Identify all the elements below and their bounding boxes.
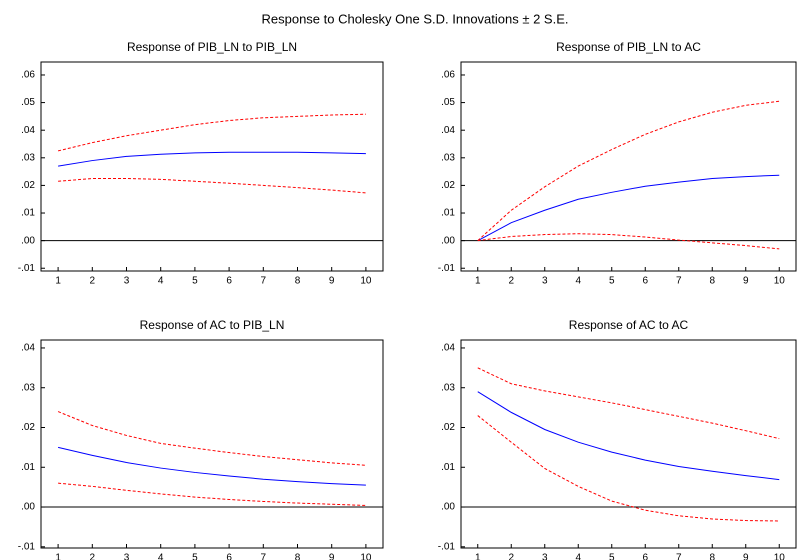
x-tick-label: 5 <box>609 553 615 560</box>
x-tick-label: 8 <box>709 276 715 287</box>
y-tick-label: .03 <box>21 152 35 163</box>
y-tick-label: .01 <box>21 208 35 219</box>
y-tick-label: .00 <box>441 235 455 246</box>
y-tick-label: .05 <box>21 97 35 108</box>
series-line <box>477 100 780 242</box>
x-tick-label: 2 <box>508 553 514 560</box>
y-tick-label: .00 <box>21 235 35 246</box>
y-tick-label: .02 <box>441 422 455 433</box>
x-tick-label: 9 <box>329 276 335 287</box>
x-tick-label: 5 <box>609 276 615 287</box>
y-tick-label: .06 <box>441 70 455 81</box>
y-tick-label: -.01 <box>18 541 36 552</box>
x-tick-label: 7 <box>676 276 682 287</box>
x-tick-label: 5 <box>192 553 198 560</box>
y-tick-label: .04 <box>21 343 35 354</box>
x-tick-label: 3 <box>124 276 130 287</box>
y-tick-label: .03 <box>441 382 455 393</box>
chart-title: Response of AC to PIB_LN <box>140 318 285 332</box>
x-tick-label: 1 <box>475 553 481 560</box>
series-line <box>58 482 366 506</box>
series-line <box>477 391 780 481</box>
series-line <box>58 178 366 194</box>
y-tick-label: .00 <box>441 502 455 513</box>
series-line <box>477 233 780 250</box>
y-tick-label: -.01 <box>438 541 456 552</box>
x-tick-label: 4 <box>575 553 581 560</box>
x-tick-label: 9 <box>743 276 749 287</box>
x-tick-label: 7 <box>261 276 267 287</box>
x-tick-label: 8 <box>295 276 301 287</box>
plot-frame <box>460 61 797 272</box>
series-line <box>57 446 366 486</box>
y-tick-label: .02 <box>441 180 455 191</box>
y-tick-label: .06 <box>21 70 35 81</box>
y-tick-label: .01 <box>441 462 455 473</box>
chart-title: Response of AC to AC <box>569 318 689 332</box>
x-tick-label: 3 <box>124 553 130 560</box>
x-tick-label: 6 <box>642 276 648 287</box>
x-tick-label: 6 <box>226 276 232 287</box>
y-tick-label: .03 <box>21 382 35 393</box>
x-tick-label: 10 <box>360 276 372 287</box>
x-tick-label: 8 <box>709 553 715 560</box>
x-tick-label: 7 <box>261 553 267 560</box>
x-tick-label: 2 <box>508 276 514 287</box>
y-tick-label: .05 <box>441 97 455 108</box>
plot-frame <box>40 61 384 272</box>
x-tick-label: 3 <box>542 553 548 560</box>
x-tick-label: 3 <box>542 276 548 287</box>
series-line <box>58 151 366 167</box>
plot-frame <box>460 339 797 549</box>
x-tick-label: 9 <box>329 553 335 560</box>
y-tick-label: .02 <box>21 180 35 191</box>
series-line <box>57 411 366 466</box>
x-tick-label: 7 <box>676 553 682 560</box>
figure-title: Response to Cholesky One S.D. Innovation… <box>261 11 568 26</box>
x-tick-label: 6 <box>642 553 648 560</box>
x-tick-label: 1 <box>55 276 61 287</box>
series-line <box>477 174 780 242</box>
x-tick-label: 1 <box>475 276 481 287</box>
x-tick-label: 8 <box>295 553 301 560</box>
y-tick-label: .01 <box>441 208 455 219</box>
y-tick-label: .01 <box>21 462 35 473</box>
x-tick-label: 10 <box>360 553 372 560</box>
y-tick-label: .04 <box>21 125 35 136</box>
chart-title: Response of PIB_LN to AC <box>556 40 701 54</box>
y-tick-label: .04 <box>441 343 455 354</box>
plot-frame <box>40 339 384 549</box>
series-line <box>57 113 366 152</box>
x-tick-label: 4 <box>158 276 164 287</box>
y-tick-label: .02 <box>21 422 35 433</box>
x-tick-label: 1 <box>55 553 61 560</box>
x-tick-label: 2 <box>90 276 96 287</box>
series-line <box>477 415 780 522</box>
y-tick-label: .04 <box>441 125 455 136</box>
x-tick-label: 9 <box>743 553 749 560</box>
x-tick-label: 6 <box>226 553 232 560</box>
y-tick-label: -.01 <box>18 263 36 274</box>
x-tick-label: 5 <box>192 276 198 287</box>
y-tick-label: .03 <box>441 152 455 163</box>
x-tick-label: 4 <box>158 553 164 560</box>
chart-title: Response of PIB_LN to PIB_LN <box>127 40 297 54</box>
series-line <box>477 367 780 440</box>
x-tick-label: 10 <box>774 553 786 560</box>
x-tick-label: 2 <box>90 553 96 560</box>
y-tick-label: .00 <box>21 502 35 513</box>
x-tick-label: 10 <box>774 276 786 287</box>
y-tick-label: -.01 <box>438 263 456 274</box>
x-tick-label: 4 <box>575 276 581 287</box>
